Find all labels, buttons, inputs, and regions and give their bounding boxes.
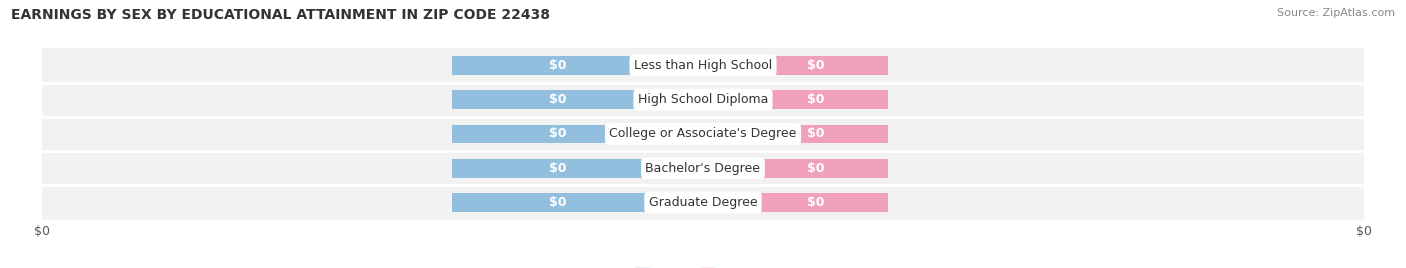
Text: Bachelor's Degree: Bachelor's Degree xyxy=(645,162,761,175)
Bar xyxy=(742,193,889,212)
Text: $0: $0 xyxy=(807,128,824,140)
Bar xyxy=(742,159,889,178)
Text: EARNINGS BY SEX BY EDUCATIONAL ATTAINMENT IN ZIP CODE 22438: EARNINGS BY SEX BY EDUCATIONAL ATTAINMEN… xyxy=(11,8,550,22)
Bar xyxy=(742,56,889,75)
Bar xyxy=(742,125,889,143)
Text: $0: $0 xyxy=(548,162,567,175)
Legend: Male, Female: Male, Female xyxy=(630,263,776,268)
Text: $0: $0 xyxy=(548,196,567,209)
Text: Source: ZipAtlas.com: Source: ZipAtlas.com xyxy=(1277,8,1395,18)
Bar xyxy=(42,48,1364,83)
Bar xyxy=(42,185,1364,220)
Text: Graduate Degree: Graduate Degree xyxy=(648,196,758,209)
Bar xyxy=(451,193,664,212)
Text: $0: $0 xyxy=(548,93,567,106)
Text: Less than High School: Less than High School xyxy=(634,59,772,72)
Text: College or Associate's Degree: College or Associate's Degree xyxy=(609,128,797,140)
Bar xyxy=(42,151,1364,185)
Bar xyxy=(451,90,664,109)
Text: $0: $0 xyxy=(548,128,567,140)
Bar xyxy=(451,125,664,143)
Text: $0: $0 xyxy=(548,59,567,72)
Bar xyxy=(42,117,1364,151)
Text: $0: $0 xyxy=(807,93,824,106)
Bar xyxy=(742,90,889,109)
Text: $0: $0 xyxy=(807,59,824,72)
Bar xyxy=(451,56,664,75)
Text: $0: $0 xyxy=(807,196,824,209)
Bar xyxy=(451,159,664,178)
Bar xyxy=(42,83,1364,117)
Text: High School Diploma: High School Diploma xyxy=(638,93,768,106)
Text: $0: $0 xyxy=(807,162,824,175)
